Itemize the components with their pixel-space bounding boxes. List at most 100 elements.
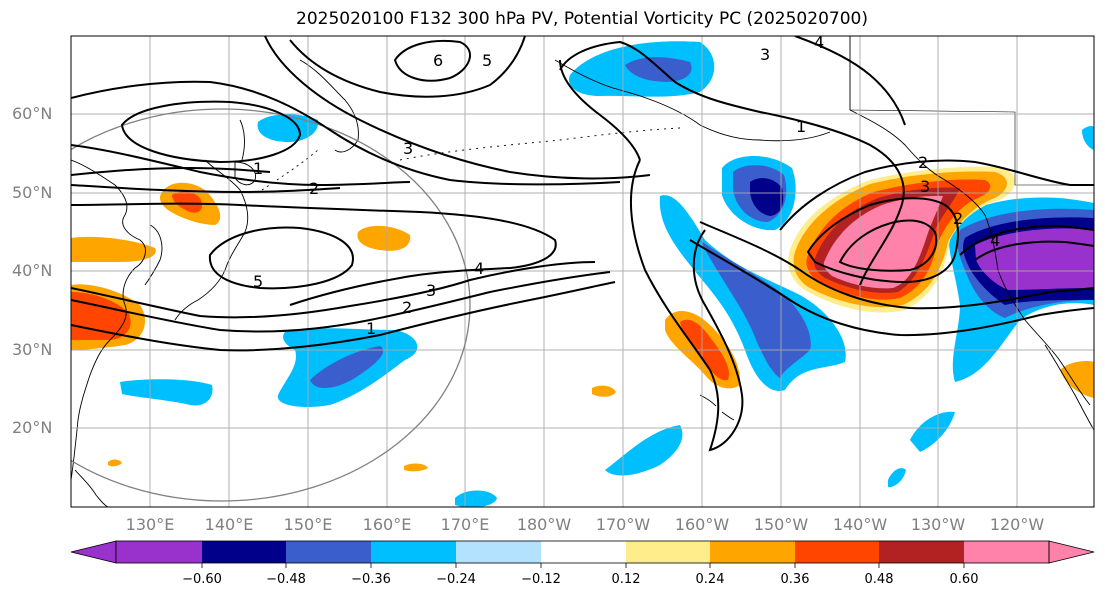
neg-anomaly-small-4 — [1082, 125, 1094, 150]
korea-coast — [144, 224, 163, 286]
lon-label-150w: 150°W — [753, 515, 809, 534]
contour-3-jet — [71, 261, 596, 319]
neg-anomaly-gulf-core — [750, 178, 784, 216]
pos-anomaly-small-3 — [108, 459, 122, 467]
colorbar-label: −0.60 — [182, 572, 222, 587]
lon-label-170e: 170°E — [440, 515, 490, 534]
contour-2-jet — [71, 271, 611, 333]
contour-label: 4 — [990, 231, 1000, 250]
pos-anomaly-china — [71, 236, 156, 262]
baja-coast — [1044, 344, 1094, 431]
pv-contours — [71, 36, 1094, 452]
colorbar-label: 0.48 — [864, 572, 894, 587]
philippines-coast — [74, 469, 109, 507]
contour-label: 4 — [474, 259, 484, 278]
colorbar-bin — [795, 541, 879, 563]
contour-label: 4 — [814, 33, 824, 52]
lon-label-150e: 150°E — [283, 515, 333, 534]
colorbar-bin — [202, 541, 286, 563]
neg-anomaly-alaska-core — [625, 57, 692, 82]
colorbar-bin — [964, 541, 1049, 563]
contour-label: 3 — [760, 45, 770, 64]
colorbar-label: −0.48 — [266, 572, 306, 587]
lon-label-120w: 120°W — [989, 515, 1045, 534]
na-west-coast — [849, 36, 1091, 406]
contour-ring-kamchatka — [120, 100, 302, 164]
contour-label: 1 — [796, 117, 806, 136]
colorbar-label: −0.12 — [521, 572, 561, 587]
alaska-coast — [554, 59, 831, 142]
colorbar-ticks — [201, 563, 965, 568]
contour-label: 1 — [253, 159, 263, 178]
colorbar-bin — [879, 541, 964, 563]
colorbar-high-extension — [1048, 540, 1095, 564]
contour-2-left — [71, 144, 411, 187]
contour-trough-inner — [559, 59, 641, 161]
canada-border — [849, 109, 1094, 186]
lon-label-160e: 160°E — [362, 515, 412, 534]
contour-6 — [393, 39, 472, 82]
range-ring — [71, 108, 471, 502]
map-frame — [70, 35, 1095, 508]
contour-ridge-1 — [699, 221, 1094, 310]
contour-label: 5 — [253, 272, 263, 291]
aleutian-islands — [399, 127, 681, 161]
contour-2-right — [71, 184, 341, 194]
lon-label-180w: 180°W — [516, 515, 572, 534]
map-title: 2025020100 F132 300 hPa PV, Potential Vo… — [296, 9, 868, 29]
lon-label-160w: 160°W — [674, 515, 730, 534]
colorbar-label: 0.24 — [695, 572, 725, 587]
contour-1-jet — [71, 281, 616, 352]
contour-5-north — [289, 36, 526, 98]
contour-trough-mid — [630, 159, 744, 452]
colorbar-label: −0.24 — [436, 572, 476, 587]
colorbar-frame — [115, 540, 1050, 564]
contour-west-us-2 — [974, 240, 1094, 261]
contour-upper-right — [794, 36, 906, 126]
colorbar-label: 0.12 — [611, 572, 641, 587]
contour-label: 1 — [366, 319, 376, 338]
colorbar-bin — [456, 541, 541, 563]
pos-anomaly-small-2 — [404, 463, 428, 472]
lat-label-20n: 20°N — [12, 418, 53, 437]
coastlines — [71, 36, 1094, 507]
lon-label-140e: 140°E — [204, 515, 254, 534]
lat-label-40n: 40°N — [12, 261, 53, 280]
colorbar-label: −0.36 — [351, 572, 391, 587]
lon-label-130w: 130°W — [910, 515, 966, 534]
colorbar-bin — [286, 541, 371, 563]
lat-label-60n: 60°N — [12, 104, 53, 123]
neg-anomaly-small-2 — [910, 411, 955, 452]
contour-label: 6 — [433, 51, 443, 70]
colorbar-bin — [541, 541, 626, 563]
colorbar-bin — [116, 541, 202, 563]
japan-coast — [174, 159, 249, 321]
colorbar-bin — [371, 541, 456, 563]
contour-label: 2 — [309, 179, 319, 198]
contour-labels: 6 5 3 4 3 1 1 2 2 5 4 3 2 1 3 2 4 — [253, 33, 1000, 338]
lat-label-30n: 30°N — [12, 340, 53, 359]
contour-ridge-2 — [689, 239, 1094, 337]
contour-trough-east — [559, 40, 905, 286]
lat-label-50n: 50°N — [12, 183, 53, 202]
pos-anomaly-baja — [1060, 360, 1094, 398]
neg-anomaly-trough-mid — [700, 240, 811, 378]
neg-anomaly-west-us-core — [975, 228, 1094, 290]
contour-label: 2 — [953, 209, 963, 228]
colorbar-bin — [710, 541, 795, 563]
neg-anomaly-kamchatka — [257, 114, 319, 143]
contour-5-jet — [208, 226, 354, 290]
lon-label-170w: 170°W — [595, 515, 651, 534]
colorbar-label: 0.36 — [780, 572, 810, 587]
contour-ridge-4 — [838, 219, 938, 272]
contour-label: 3 — [403, 139, 413, 158]
contour-west-us — [959, 224, 1094, 256]
contour-label: 5 — [482, 51, 492, 70]
colorbar — [70, 540, 1095, 568]
neg-anomaly-hawaii — [605, 425, 683, 476]
contour-1-upper — [71, 80, 621, 186]
lon-label-130e: 130°E — [125, 515, 175, 534]
lon-label-140w: 140°W — [832, 515, 888, 534]
contour-1-japan — [71, 166, 271, 176]
